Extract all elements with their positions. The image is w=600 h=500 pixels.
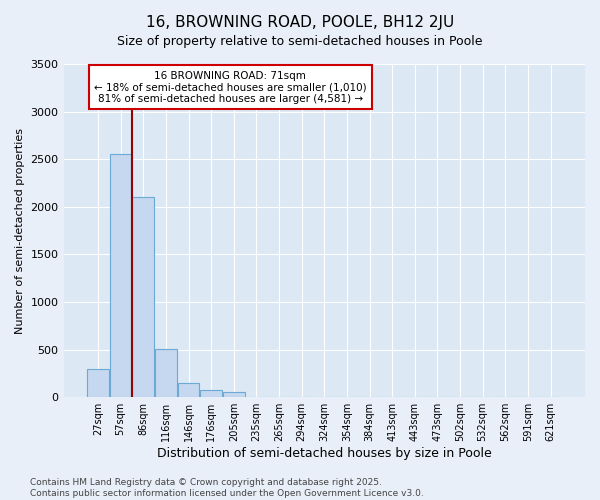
Bar: [200, 390, 222, 397]
X-axis label: Distribution of semi-detached houses by size in Poole: Distribution of semi-detached houses by …: [157, 447, 491, 460]
Bar: [133, 198, 154, 397]
Y-axis label: Number of semi-detached properties: Number of semi-detached properties: [15, 128, 25, 334]
Text: 16 BROWNING ROAD: 71sqm
← 18% of semi-detached houses are smaller (1,010)
81% of: 16 BROWNING ROAD: 71sqm ← 18% of semi-de…: [94, 70, 367, 104]
Bar: [87, 368, 109, 397]
Bar: [155, 348, 176, 397]
Bar: [110, 154, 131, 397]
Text: Contains HM Land Registry data © Crown copyright and database right 2025.
Contai: Contains HM Land Registry data © Crown c…: [30, 478, 424, 498]
Text: 16, BROWNING ROAD, POOLE, BH12 2JU: 16, BROWNING ROAD, POOLE, BH12 2JU: [146, 15, 454, 30]
Bar: [178, 383, 199, 397]
Bar: [223, 392, 245, 397]
Text: Size of property relative to semi-detached houses in Poole: Size of property relative to semi-detach…: [117, 35, 483, 48]
